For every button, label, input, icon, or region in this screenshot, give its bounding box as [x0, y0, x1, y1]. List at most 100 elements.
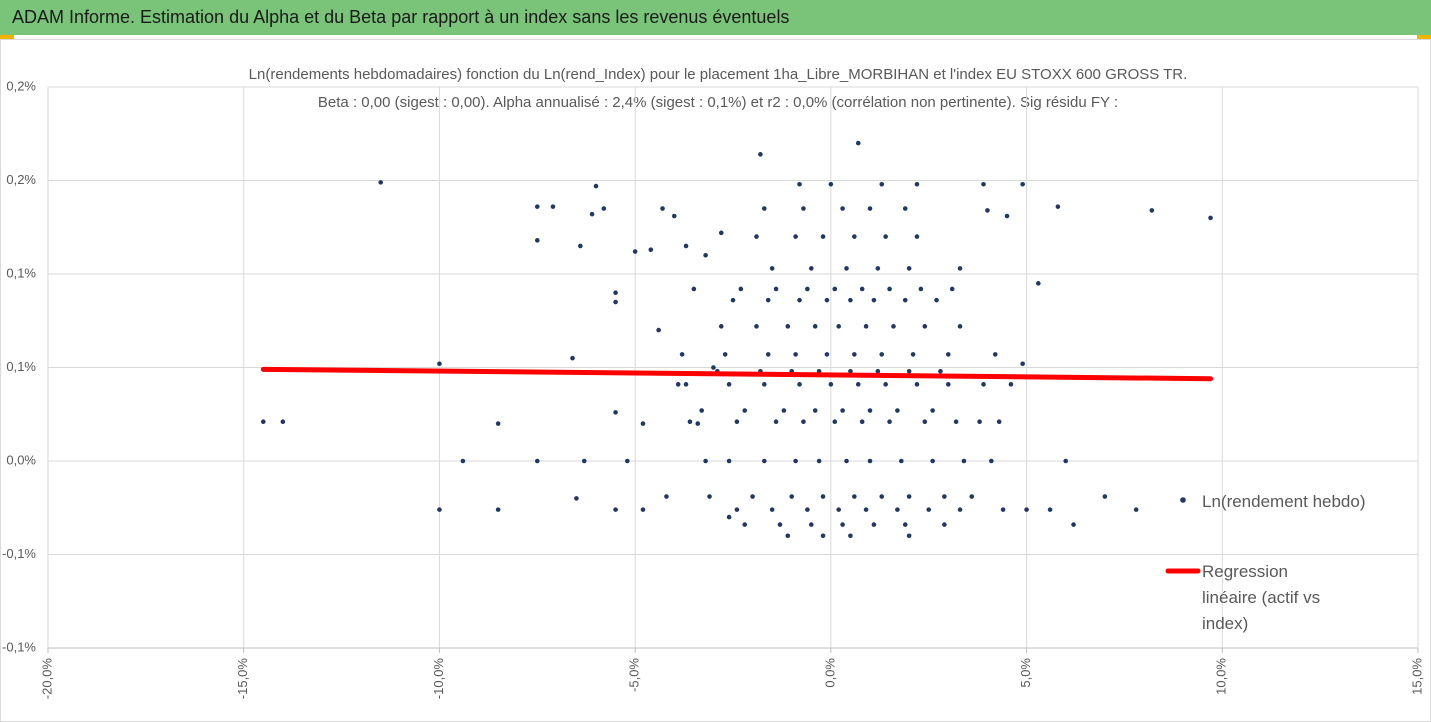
- corner-mark: [1417, 35, 1431, 39]
- point: [1047, 507, 1053, 512]
- point: [683, 243, 689, 249]
- point: [793, 234, 798, 239]
- point: [769, 266, 775, 271]
- point: [695, 421, 701, 426]
- point: [797, 297, 802, 303]
- point: [867, 408, 873, 413]
- point: [593, 183, 599, 189]
- point: [977, 419, 982, 425]
- point: [957, 324, 963, 329]
- point: [1036, 281, 1041, 286]
- point: [534, 238, 540, 243]
- point: [961, 458, 967, 464]
- point: [836, 507, 841, 512]
- point: [918, 286, 924, 292]
- point: [828, 382, 834, 387]
- point: [437, 361, 442, 367]
- point: [852, 494, 857, 499]
- point: [765, 297, 771, 303]
- point: [613, 290, 618, 296]
- point: [574, 496, 579, 501]
- point: [871, 297, 877, 303]
- point: [1004, 213, 1010, 219]
- point: [801, 419, 806, 425]
- point: [906, 266, 912, 271]
- point: [280, 419, 286, 425]
- point: [754, 324, 759, 329]
- point: [902, 297, 908, 303]
- legend-label: Regression linéaire (actif vs index): [1202, 562, 1321, 633]
- point: [938, 368, 943, 374]
- point: [895, 507, 900, 512]
- point: [859, 419, 865, 425]
- point: [824, 297, 830, 303]
- point: [1133, 507, 1139, 512]
- point: [867, 206, 873, 211]
- point: [762, 206, 767, 211]
- point: [578, 243, 583, 249]
- point: [875, 266, 881, 271]
- point: [495, 421, 501, 426]
- point: [640, 507, 646, 512]
- point: [625, 458, 630, 464]
- point: [848, 368, 853, 374]
- point: [906, 533, 912, 539]
- point: [671, 213, 677, 219]
- point: [855, 140, 861, 146]
- point: [805, 286, 810, 292]
- x-tick-label: -20,0%: [39, 658, 54, 700]
- x-tick-label: -15,0%: [235, 658, 250, 700]
- point: [699, 408, 704, 413]
- point: [789, 494, 795, 499]
- point: [953, 419, 959, 425]
- x-tick-label: -5,0%: [627, 658, 642, 692]
- point: [797, 382, 802, 387]
- point: [1055, 204, 1061, 209]
- point: [691, 286, 697, 292]
- point: [855, 382, 861, 387]
- point: [613, 299, 618, 305]
- point: [1071, 522, 1076, 527]
- legend-label: Ln(rendement hebdo): [1202, 492, 1366, 511]
- point: [902, 522, 908, 527]
- point: [879, 494, 885, 499]
- point: [867, 458, 873, 464]
- point: [930, 408, 935, 413]
- point: [812, 324, 818, 329]
- y-tick-label: -0,1%: [2, 546, 36, 561]
- point: [718, 324, 724, 329]
- header-title: ADAM Informe. Estimation du Alpha et du …: [12, 7, 789, 27]
- point: [942, 522, 947, 527]
- point: [754, 234, 759, 239]
- point: [581, 458, 587, 464]
- y-tick-label: 0,0%: [6, 452, 36, 467]
- x-tick-label: 15,0%: [1409, 658, 1424, 695]
- point: [613, 507, 618, 512]
- point: [1102, 494, 1108, 499]
- point: [848, 533, 853, 539]
- point: [601, 206, 607, 211]
- point: [437, 507, 442, 512]
- point: [820, 234, 826, 239]
- x-tick-label: 5,0%: [1018, 658, 1033, 688]
- point: [1000, 507, 1006, 512]
- point: [793, 458, 798, 464]
- point: [460, 458, 466, 464]
- point: [891, 324, 896, 329]
- header-bar: [0, 0, 1431, 35]
- regression-line: [260, 366, 1214, 382]
- point: [914, 181, 920, 187]
- point: [914, 234, 920, 239]
- point: [969, 494, 975, 499]
- point: [942, 494, 947, 499]
- point: [899, 458, 904, 464]
- point: [828, 181, 834, 187]
- point: [675, 382, 681, 387]
- point: [945, 382, 951, 387]
- point: [785, 533, 791, 539]
- point: [934, 297, 939, 303]
- y-tick-label: -0,1%: [2, 639, 36, 654]
- x-tick-label: -10,0%: [431, 658, 446, 700]
- point: [820, 533, 826, 539]
